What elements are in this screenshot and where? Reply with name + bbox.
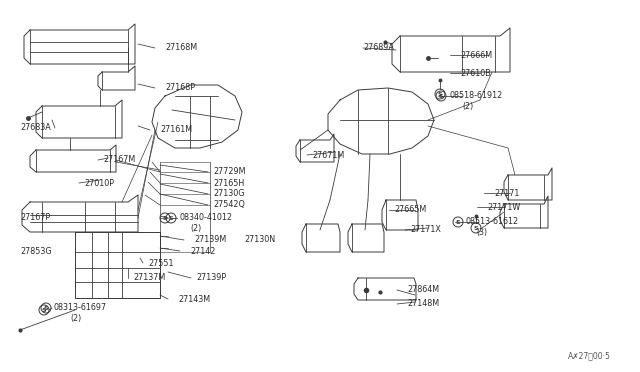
Text: 27171X: 27171X [410, 225, 441, 234]
Text: S: S [44, 305, 48, 311]
Text: S: S [438, 93, 444, 99]
Text: 27610B: 27610B [460, 68, 491, 77]
Text: 08518-61912: 08518-61912 [449, 92, 502, 100]
Text: 08513-61612: 08513-61612 [466, 218, 519, 227]
Text: 27168M: 27168M [165, 44, 197, 52]
Text: 27689A: 27689A [363, 44, 394, 52]
Text: 27864M: 27864M [407, 285, 439, 295]
Text: 27666M: 27666M [460, 51, 492, 60]
Text: S: S [456, 219, 460, 224]
Text: S: S [163, 215, 167, 221]
Text: (3): (3) [476, 228, 487, 237]
Text: (2): (2) [462, 103, 473, 112]
Text: 27165H: 27165H [213, 179, 244, 187]
Text: 27729M: 27729M [213, 167, 246, 176]
Text: 27130G: 27130G [213, 189, 244, 199]
Text: 27171: 27171 [494, 189, 520, 198]
Text: 27010P: 27010P [84, 179, 114, 187]
Text: 27167P: 27167P [20, 214, 50, 222]
Text: 27137M: 27137M [133, 273, 165, 282]
Text: 27143M: 27143M [178, 295, 210, 304]
Text: S: S [42, 308, 46, 312]
Text: 27551: 27551 [148, 259, 173, 267]
Text: 27139M: 27139M [194, 235, 227, 244]
Text: 27168P: 27168P [165, 83, 195, 93]
Text: (2): (2) [190, 224, 201, 234]
Text: S: S [474, 225, 478, 231]
Text: 27167M: 27167M [103, 155, 135, 164]
Text: 27171W: 27171W [487, 202, 520, 212]
Text: 27853G: 27853G [20, 247, 52, 257]
Text: 08340-41012: 08340-41012 [179, 214, 232, 222]
Text: S: S [438, 92, 442, 96]
Text: 08313-61697: 08313-61697 [54, 304, 107, 312]
Text: A✗27：00·5: A✗27：00·5 [568, 351, 611, 360]
Text: S: S [169, 215, 173, 221]
Text: 27148M: 27148M [407, 299, 439, 308]
Text: 27142: 27142 [190, 247, 216, 256]
Text: 27683A: 27683A [20, 124, 51, 132]
Text: 27665M: 27665M [394, 205, 426, 215]
Text: (2): (2) [70, 314, 81, 324]
Text: 27161M: 27161M [160, 125, 192, 135]
Text: 27139P: 27139P [196, 273, 226, 282]
Text: 27130N: 27130N [244, 235, 275, 244]
Text: 27542Q: 27542Q [213, 201, 245, 209]
Text: 27671M: 27671M [312, 151, 344, 160]
